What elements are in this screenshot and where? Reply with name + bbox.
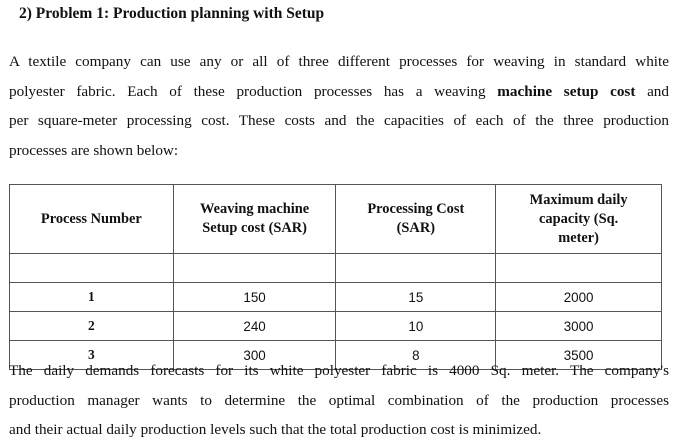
cell-setup-cost: 150 bbox=[172, 282, 337, 312]
table-row: 2 240 10 3000 bbox=[9, 311, 662, 341]
process-cost-table: Process Number Weaving machine Setup cos… bbox=[9, 184, 662, 370]
table-row: 3 300 8 3500 bbox=[9, 340, 662, 370]
closing-line-1: The daily demands forecasts for its whit… bbox=[9, 362, 669, 379]
problem-heading: 2) Problem 1: Production planning with S… bbox=[19, 5, 325, 22]
header-process-number: Process Number bbox=[9, 184, 174, 254]
cell-capacity: 3000 bbox=[495, 311, 662, 341]
cell-processing-cost: 15 bbox=[335, 282, 497, 312]
cell-process: 1 bbox=[9, 282, 174, 312]
table-row: 1 150 15 2000 bbox=[9, 282, 662, 312]
cell-processing-cost: 10 bbox=[335, 311, 497, 341]
intro-line-3: per square-meter processing cost. These … bbox=[9, 112, 669, 129]
closing-line-3: and their actual daily production levels… bbox=[9, 421, 542, 438]
closing-line-2: production manager wants to determine th… bbox=[9, 391, 669, 409]
header-max-capacity: Maximum daily capacity (Sq. meter) bbox=[495, 184, 662, 254]
closing-paragraph: The daily demands forecasts for its whit… bbox=[9, 356, 669, 445]
intro-paragraph: A textile company can use any or all of … bbox=[9, 47, 669, 165]
table-spacer-row bbox=[9, 253, 662, 283]
cell-process: 3 bbox=[9, 340, 174, 370]
intro-line-2: polyester fabric. Each of these producti… bbox=[9, 82, 669, 100]
cell-setup-cost: 240 bbox=[172, 311, 337, 341]
intro-line-4: processes are shown below: bbox=[9, 141, 179, 159]
cell-capacity: 2000 bbox=[495, 282, 662, 312]
cell-capacity: 3500 bbox=[495, 340, 662, 370]
header-setup-cost: Weaving machine Setup cost (SAR) bbox=[172, 184, 337, 254]
table-header-row: Process Number Weaving machine Setup cos… bbox=[9, 184, 662, 254]
intro-line-1: A textile company can use any or all of … bbox=[9, 53, 669, 70]
cell-process: 2 bbox=[9, 311, 174, 341]
setup-cost-emphasis: machine setup cost bbox=[497, 82, 636, 100]
header-processing-cost: Processing Cost (SAR) bbox=[335, 184, 497, 254]
